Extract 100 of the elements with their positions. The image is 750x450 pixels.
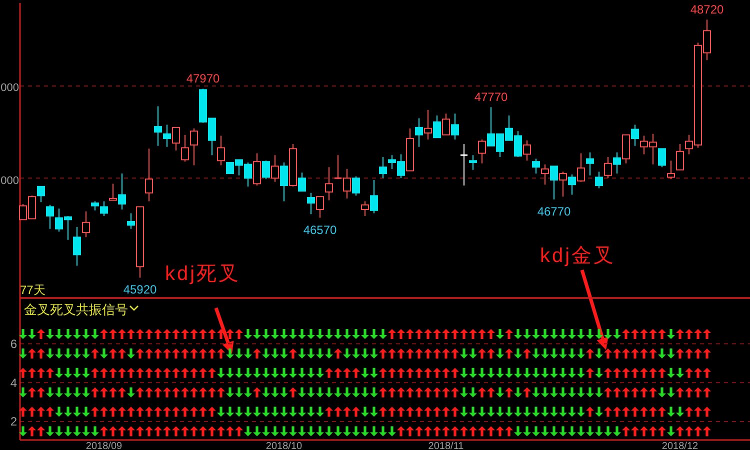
point [424, 368, 432, 378]
point [28, 368, 36, 378]
point [577, 348, 585, 358]
point [370, 348, 378, 358]
candlestick [622, 134, 630, 164]
point [577, 368, 585, 378]
point [37, 387, 45, 398]
point [649, 368, 657, 378]
point [694, 368, 702, 378]
point [667, 328, 675, 339]
point [73, 328, 81, 339]
point [460, 406, 468, 417]
point [649, 348, 657, 358]
point [703, 328, 711, 339]
point [424, 426, 432, 436]
point [19, 368, 27, 378]
point [487, 426, 495, 436]
point [271, 348, 279, 358]
point [622, 348, 630, 358]
point [460, 426, 468, 436]
point [82, 387, 90, 398]
point [622, 406, 630, 417]
point [64, 368, 72, 378]
point [208, 387, 216, 398]
point [343, 426, 351, 436]
point [181, 387, 189, 398]
candlestick [424, 109, 432, 140]
point [649, 406, 657, 417]
point [235, 348, 243, 358]
point [550, 348, 558, 358]
point [658, 426, 666, 436]
point [289, 426, 297, 436]
point [559, 406, 567, 417]
point [37, 368, 45, 378]
point [46, 348, 54, 358]
point [613, 348, 621, 358]
point [64, 387, 72, 398]
point [667, 348, 675, 358]
y-tick-label: 2 [10, 414, 18, 429]
point [82, 426, 90, 436]
point [514, 426, 522, 436]
point [226, 328, 234, 339]
candlestick [604, 156, 612, 179]
text: 46570 [303, 222, 337, 237]
candlestick [676, 144, 684, 170]
candlestick [469, 154, 477, 170]
point [505, 406, 513, 417]
point [280, 348, 288, 358]
candlestick [586, 152, 594, 176]
annotation: 77天 [20, 283, 46, 297]
point [496, 328, 504, 339]
point [280, 368, 288, 378]
point [298, 348, 306, 358]
point [181, 348, 189, 358]
point [307, 387, 315, 398]
point [199, 348, 207, 358]
point [604, 426, 612, 436]
candlestick [532, 158, 540, 174]
point [307, 426, 315, 436]
point [532, 368, 540, 378]
point [397, 426, 405, 436]
point [640, 387, 648, 398]
candlestick [451, 113, 459, 140]
point [91, 368, 99, 378]
point [109, 406, 117, 417]
point [127, 348, 135, 358]
point [46, 328, 54, 339]
point [199, 368, 207, 378]
point [379, 406, 387, 417]
candlestick [370, 180, 378, 214]
candlestick [325, 166, 333, 201]
point [118, 426, 126, 436]
point [667, 368, 675, 378]
point [109, 426, 117, 436]
point [595, 328, 603, 339]
point [361, 328, 369, 339]
point [172, 387, 180, 398]
point [343, 406, 351, 417]
point [613, 387, 621, 398]
point [28, 406, 36, 417]
point [424, 328, 432, 339]
point [541, 368, 549, 378]
point [172, 348, 180, 358]
point [190, 328, 198, 339]
point [136, 426, 144, 436]
point [703, 426, 711, 436]
point [55, 387, 63, 398]
candlestick [442, 113, 450, 136]
candlestick [190, 128, 198, 166]
point [469, 406, 477, 417]
point [442, 328, 450, 339]
candlestick [73, 226, 81, 266]
point [352, 368, 360, 378]
point [370, 387, 378, 398]
point [118, 406, 126, 417]
point [685, 348, 693, 358]
point [262, 406, 270, 417]
candlestick [154, 106, 162, 146]
point [145, 368, 153, 378]
point [685, 426, 693, 436]
